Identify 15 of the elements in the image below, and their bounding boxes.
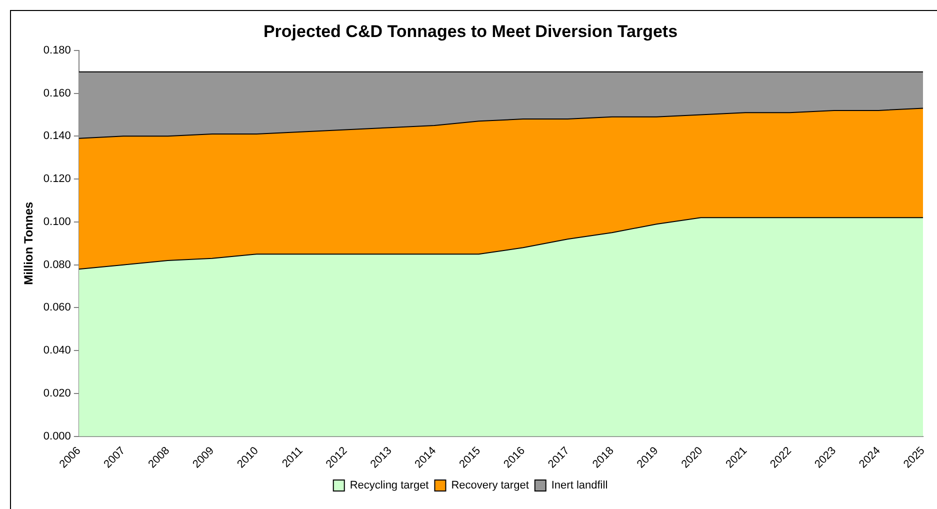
chart-title: Projected C&D Tonnages to Meet Diversion Targets (263, 22, 678, 41)
y-tick-label: 0.020 (43, 388, 71, 400)
legend-label: Recycling target (350, 480, 429, 492)
y-tick-label: 0.140 (43, 130, 71, 142)
y-tick-label: 0.000 (43, 430, 71, 442)
y-tick-label: 0.120 (43, 173, 71, 186)
y-tick-label: 0.100 (43, 216, 71, 228)
y-tick-label: 0.060 (43, 302, 71, 314)
legend-label: Recovery target (451, 480, 529, 492)
y-axis-title: Million Tonnes (22, 202, 36, 285)
y-tick-label: 0.180 (43, 44, 71, 56)
y-tick-label: 0.080 (43, 258, 71, 271)
legend-label: Inert landfill (551, 480, 608, 492)
y-tick-label: 0.040 (43, 344, 71, 357)
y-tick-label: 0.160 (43, 87, 71, 100)
